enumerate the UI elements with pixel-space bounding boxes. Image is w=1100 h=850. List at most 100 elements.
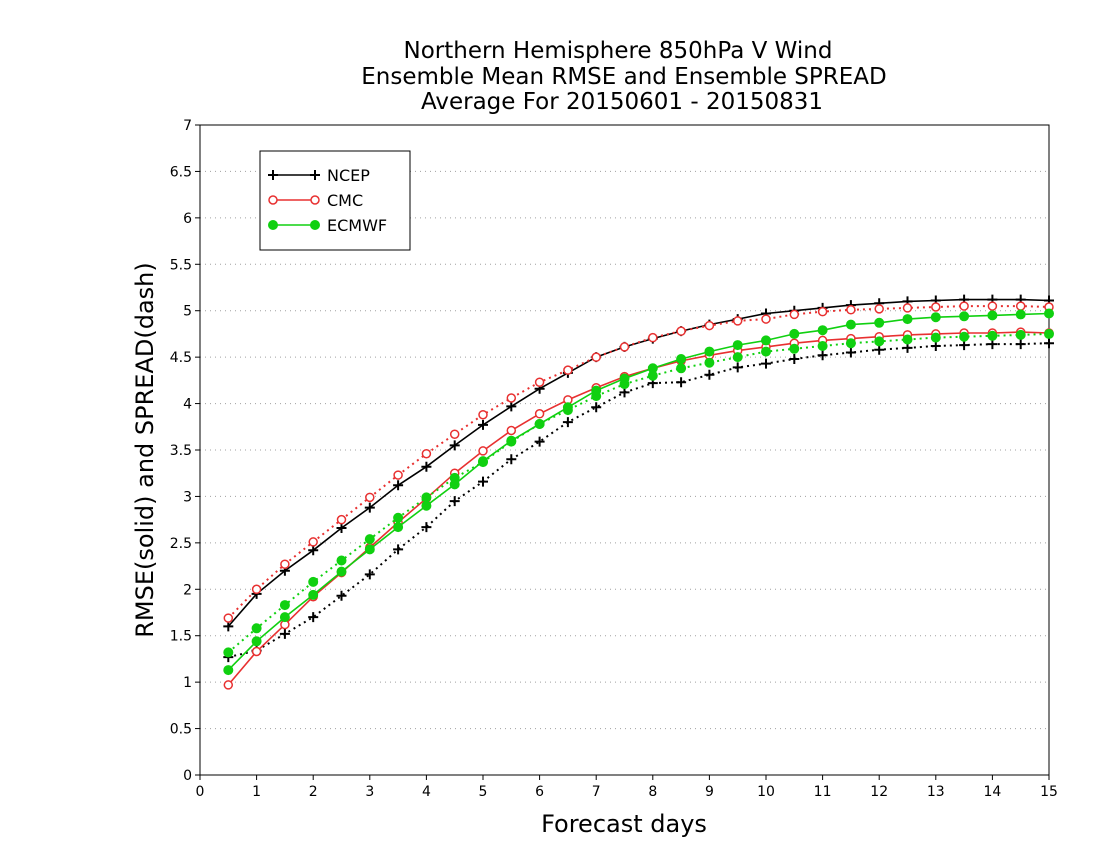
ncep-spread-point [845, 347, 856, 358]
ecmwf-spread-point [308, 576, 319, 587]
y-tick-label: 2 [183, 582, 192, 598]
legend-swatch-marker [310, 170, 320, 180]
ncep-rmse-point [393, 480, 404, 491]
cmc-spread-point [619, 342, 630, 352]
ecmwf-rmse-point [704, 346, 715, 357]
x-tick-label: 15 [1040, 784, 1058, 800]
ecmwf-spread-point [364, 534, 375, 545]
ecmwf-rmse-point [647, 363, 658, 374]
x-tick-label: 8 [648, 784, 657, 800]
legend-label: ECMWF [327, 216, 387, 235]
ncep-spread-point [676, 377, 687, 388]
ecmwf-spread-point [987, 330, 998, 341]
ecmwf-rmse-point [223, 665, 234, 676]
x-tick-label: 0 [196, 784, 205, 800]
ncep-spread-point [279, 628, 290, 639]
cmc-spread-point [365, 492, 375, 503]
cmc-rmse-point [506, 425, 517, 436]
ecmwf-rmse-point [987, 310, 998, 321]
ncep-spread-point [930, 341, 941, 351]
y-tick-label: 6 [183, 211, 192, 227]
cmc-spread-point [789, 309, 800, 320]
y-tick-label: 3.5 [170, 443, 192, 459]
tick-layer: 00.511.522.533.544.555.566.570 1 2 3 4 5 6 7 8 9 1… [170, 118, 1058, 800]
ncep-spread-point [704, 369, 715, 380]
ecmwf-spread-point [676, 363, 687, 374]
ncep-spread-point [336, 590, 347, 601]
ecmwf-spread-point [959, 331, 970, 342]
x-tick-label: 6 [535, 784, 544, 800]
cmc-spread-point [478, 409, 488, 420]
cmc-spread-point [817, 306, 828, 317]
ncep-spread-point [506, 454, 517, 465]
ecmwf-rmse-point [732, 340, 743, 351]
ecmwf-rmse-point [959, 311, 970, 322]
series-layer [223, 294, 1054, 690]
ecmwf-spread-point [1015, 329, 1026, 340]
ncep-spread-point [789, 354, 800, 364]
ecmwf-spread-point [279, 600, 290, 611]
ncep-spread-point [817, 350, 828, 361]
ecmwf-rmse-point [251, 636, 262, 647]
ecmwf-rmse-point [279, 612, 290, 623]
y-tick-label: 7 [183, 118, 192, 134]
legend-swatch-marker [268, 220, 278, 230]
ecmwf-rmse-line [227, 312, 1050, 671]
x-tick-label: 10 [757, 784, 775, 800]
ncep-rmse-point [336, 523, 347, 533]
ecmwf-spread-point [1044, 328, 1054, 339]
ecmwf-rmse-point [562, 402, 573, 413]
ecmwf-rmse-point [676, 354, 687, 364]
legend-item-cmc: CMC [268, 191, 363, 210]
title-line-3: Average For 20150601 - 20150831 [421, 89, 823, 115]
ecmwf-rmse-point [421, 500, 432, 511]
ncep-rmse-point [308, 545, 319, 556]
ecmwf-spread-point [930, 332, 941, 343]
ncep-spread-point [534, 436, 545, 447]
ecmwf-rmse-point [930, 312, 941, 323]
x-tick-label: 11 [814, 784, 832, 800]
x-tick-label: 7 [592, 784, 601, 800]
legend-label: CMC [327, 191, 363, 210]
cmc-spread-point [648, 332, 658, 343]
x-tick-label: 2 [309, 784, 318, 800]
ncep-spread-point [1015, 339, 1026, 350]
ncep-rmse-line [227, 298, 1050, 627]
cmc-spread-point [591, 352, 601, 362]
ncep-spread-point [959, 340, 970, 351]
cmc-spread-point [223, 613, 234, 623]
ecmwf-spread-point [789, 343, 800, 354]
ncep-rmse-point [449, 440, 460, 451]
series-ncep [223, 294, 1054, 663]
series-ecmwf [223, 308, 1054, 676]
cmc-rmse-point [478, 446, 488, 456]
ecmwf-spread-point [421, 492, 432, 503]
title-line-2: Ensemble Mean RMSE and Ensemble SPREAD [361, 64, 886, 90]
x-tick-label: 3 [365, 784, 374, 800]
ecmwf-spread-point [393, 512, 404, 523]
cmc-spread-point [308, 537, 318, 547]
cmc-spread-point [959, 301, 969, 311]
x-tick-label: 4 [422, 784, 431, 800]
legend-swatch-marker [310, 195, 320, 205]
cmc-spread-point [280, 559, 290, 569]
ncep-spread-point [902, 342, 913, 353]
cmc-rmse-line [227, 331, 1050, 686]
cmc-spread-point [676, 326, 686, 336]
ncep-spread-point [874, 344, 885, 355]
ecmwf-rmse-point [1015, 309, 1026, 320]
ncep-rmse-point [478, 419, 488, 430]
cmc-spread-point [421, 448, 432, 459]
ecmwf-rmse-point [1044, 308, 1054, 319]
cmc-spread-point [534, 377, 545, 387]
ncep-spread-line [228, 342, 1050, 659]
cmc-rmse-point [534, 409, 545, 419]
legend-label: NCEP [327, 166, 370, 185]
ncep-rmse-point [506, 401, 517, 412]
y-tick-label: 6.5 [170, 164, 192, 180]
ecmwf-rmse-point [817, 325, 828, 336]
ecmwf-spread-point [223, 647, 234, 658]
cmc-spread-point [987, 301, 998, 311]
ncep-spread-point [421, 522, 432, 533]
y-axis-label: RMSE(solid) and SPREAD(dash) [131, 262, 159, 638]
